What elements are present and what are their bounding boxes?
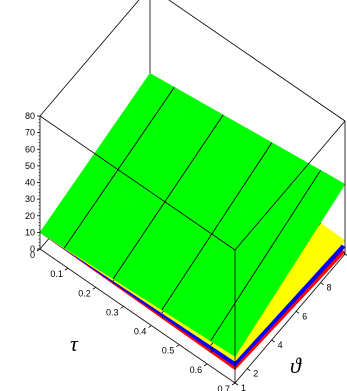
box-edge bbox=[39, 115, 236, 251]
x-tick bbox=[36, 248, 41, 252]
y-tick bbox=[271, 339, 275, 343]
contour-line bbox=[112, 114, 224, 280]
z-tick-label: 60 bbox=[25, 144, 35, 154]
surfaces bbox=[39, 73, 346, 371]
y-tick bbox=[234, 382, 239, 386]
box-edge bbox=[39, 0, 140, 117]
z-tick-label: 0 bbox=[30, 244, 35, 254]
x-tick bbox=[176, 344, 180, 348]
z-tick-label: 30 bbox=[25, 194, 35, 204]
x-tick bbox=[203, 363, 208, 367]
y-tick bbox=[247, 368, 251, 371]
x-tick-label: 0.7 bbox=[217, 384, 230, 391]
x-tick bbox=[120, 306, 124, 309]
box-edge bbox=[39, 248, 236, 384]
y-tick-label: 2 bbox=[253, 369, 258, 379]
x-axis-title: τ bbox=[70, 331, 79, 356]
x-tick-label: 0 bbox=[30, 250, 35, 260]
surface-4 bbox=[39, 73, 346, 357]
y-tick-label: 6 bbox=[302, 311, 307, 321]
contour-line bbox=[161, 142, 273, 311]
x-tick-label: 0.2 bbox=[78, 288, 91, 298]
x-tick-label: 0.1 bbox=[50, 269, 63, 279]
y-tick bbox=[295, 311, 300, 314]
box-edge bbox=[234, 253, 346, 384]
x-tick bbox=[92, 286, 96, 290]
y-tick bbox=[320, 282, 324, 285]
x-tick bbox=[231, 382, 236, 386]
z-tick-label: 50 bbox=[25, 161, 35, 171]
box-edge bbox=[168, 0, 346, 122]
axes: 0 10 20 30 40 50 60 70 80 0 0.1 0.2 0.3 0.4 0.5 0.6 0.7 1… bbox=[25, 111, 347, 391]
y-axis-title: ϑ bbox=[290, 353, 302, 378]
x-tick-label: 0.6 bbox=[190, 365, 203, 375]
contour-line bbox=[64, 87, 175, 249]
z-tick-label: 40 bbox=[25, 178, 35, 188]
z-tick-label: 20 bbox=[25, 211, 35, 221]
x-tick bbox=[148, 325, 152, 328]
x-tick-label: 0.4 bbox=[134, 327, 147, 337]
box-edge bbox=[234, 120, 346, 251]
contour-line bbox=[210, 170, 322, 342]
y-tick-label: 4 bbox=[278, 340, 283, 350]
z-tick-label: 80 bbox=[25, 111, 35, 121]
y-tick-label: 1 bbox=[241, 383, 246, 391]
x-tick-label: 0.3 bbox=[106, 307, 119, 317]
z-tick-label: 70 bbox=[25, 128, 35, 138]
y-tick-label: 8 bbox=[327, 283, 332, 293]
z-tick-label: 10 bbox=[25, 227, 35, 237]
x-tick bbox=[64, 267, 69, 271]
x-tick-label: 0.5 bbox=[162, 346, 175, 356]
